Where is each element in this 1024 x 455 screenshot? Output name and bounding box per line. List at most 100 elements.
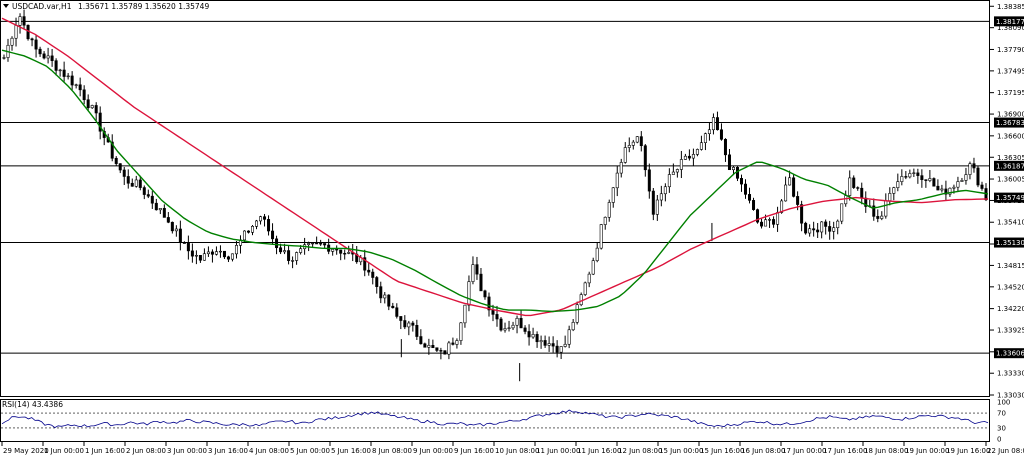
candle-body [411, 322, 415, 326]
candle-body [595, 247, 599, 261]
candle-body [363, 257, 367, 271]
dropdown-triangle-icon[interactable] [3, 4, 9, 8]
x-tick-label: 16 Jun 08:00 [741, 447, 785, 455]
candle-body [222, 250, 226, 258]
rsi-indicator: 100 70 30 0 [1, 399, 1010, 444]
y-tick-label: 1.33925 [997, 327, 1024, 335]
y-tick-label: 1.34815 [997, 262, 1024, 270]
candle-body [611, 187, 615, 203]
x-tick-label: 29 May 2020 [3, 447, 49, 455]
candle-body [808, 228, 812, 234]
candle-body [952, 186, 956, 189]
x-tick-label: 18 Jun 08:00 [864, 447, 908, 455]
candle-body [218, 250, 222, 253]
candle-body [727, 154, 731, 171]
x-tick-label: 11 Jun 00:00 [536, 447, 580, 455]
candle-body [447, 342, 451, 355]
x-tick-label: 8 Jun 08:00 [372, 447, 412, 455]
y-tick-label: 1.33330 [997, 370, 1024, 378]
candle-body [198, 255, 202, 261]
candle-body [122, 169, 126, 177]
candle-body [499, 318, 503, 331]
candle-body [451, 342, 455, 345]
level-tag: 1.35130 [996, 239, 1024, 247]
x-tick-label: 9 Jun 00:00 [413, 447, 453, 455]
candle-body [848, 177, 852, 196]
candle-body [491, 309, 495, 315]
y-tick-label: 1.38385 [997, 3, 1024, 11]
candle-body [275, 238, 279, 249]
candle-body [876, 216, 880, 219]
candle-body [675, 169, 679, 173]
candle-body [146, 194, 150, 197]
candle-body [932, 178, 936, 187]
candle-body [279, 247, 283, 253]
candle-body [194, 255, 198, 257]
candle-body [367, 269, 371, 273]
candle-body [86, 99, 90, 109]
candle-body [178, 228, 182, 244]
candle-body [230, 253, 234, 260]
candle-body [94, 105, 98, 114]
candle-body [58, 69, 62, 72]
candle-body [142, 187, 146, 195]
candle-body [271, 230, 275, 240]
candle-body [162, 208, 166, 218]
candle-body [631, 141, 635, 146]
candle-body [912, 172, 916, 174]
x-tick-label: 19 Jun 00:00 [905, 447, 949, 455]
candle-body [928, 178, 932, 181]
candle-body [703, 133, 707, 144]
candle-body [764, 219, 768, 227]
candle-body [511, 324, 515, 329]
candle-body [752, 200, 756, 210]
candle-body [395, 307, 399, 317]
candle-body [856, 187, 860, 189]
candle-body [251, 226, 255, 233]
candle-body [515, 317, 519, 326]
candle-body [14, 25, 18, 39]
candles [2, 9, 988, 382]
candle-body [267, 219, 271, 232]
candle-body [495, 314, 499, 320]
candle-body [110, 141, 114, 159]
candle-body [419, 336, 423, 345]
candle-body [519, 317, 523, 329]
candle-body [880, 215, 884, 219]
candle-body [635, 136, 639, 143]
candle-body [70, 75, 74, 86]
candle-body [960, 180, 964, 182]
candle-body [234, 245, 238, 255]
x-tick-label: 1 Jun 00:00 [44, 447, 84, 455]
candle-body [804, 222, 808, 234]
candle-body [535, 334, 539, 343]
candle-body [575, 304, 579, 323]
candle-body [503, 328, 507, 331]
candle-body [186, 242, 190, 252]
candle-body [872, 205, 876, 217]
candle-body [784, 184, 788, 202]
candle-body [591, 260, 595, 275]
candle-body [900, 176, 904, 182]
x-tick-label: 19 Jun 16:00 [946, 447, 990, 455]
candle-body [319, 243, 323, 245]
y-tick-label: 1.36305 [997, 154, 1024, 162]
y-tick-label: 1.34220 [997, 305, 1024, 313]
candle-body [134, 179, 138, 187]
current-price-tag: 1.35749 [996, 194, 1024, 202]
candle-body [731, 167, 735, 171]
candle-body [343, 253, 347, 255]
candle-body [479, 273, 483, 292]
candle-body [307, 243, 311, 246]
candle-body [78, 84, 82, 91]
candle-body [471, 264, 475, 282]
x-tick-label: 10 Jun 08:00 [495, 447, 539, 455]
candle-body [940, 188, 944, 191]
candle-body [679, 159, 683, 170]
candle-body [976, 167, 980, 186]
candle-body [551, 343, 555, 347]
candle-body [190, 250, 194, 257]
y-tick-label: 1.36600 [997, 132, 1024, 140]
candle-body [571, 322, 575, 331]
